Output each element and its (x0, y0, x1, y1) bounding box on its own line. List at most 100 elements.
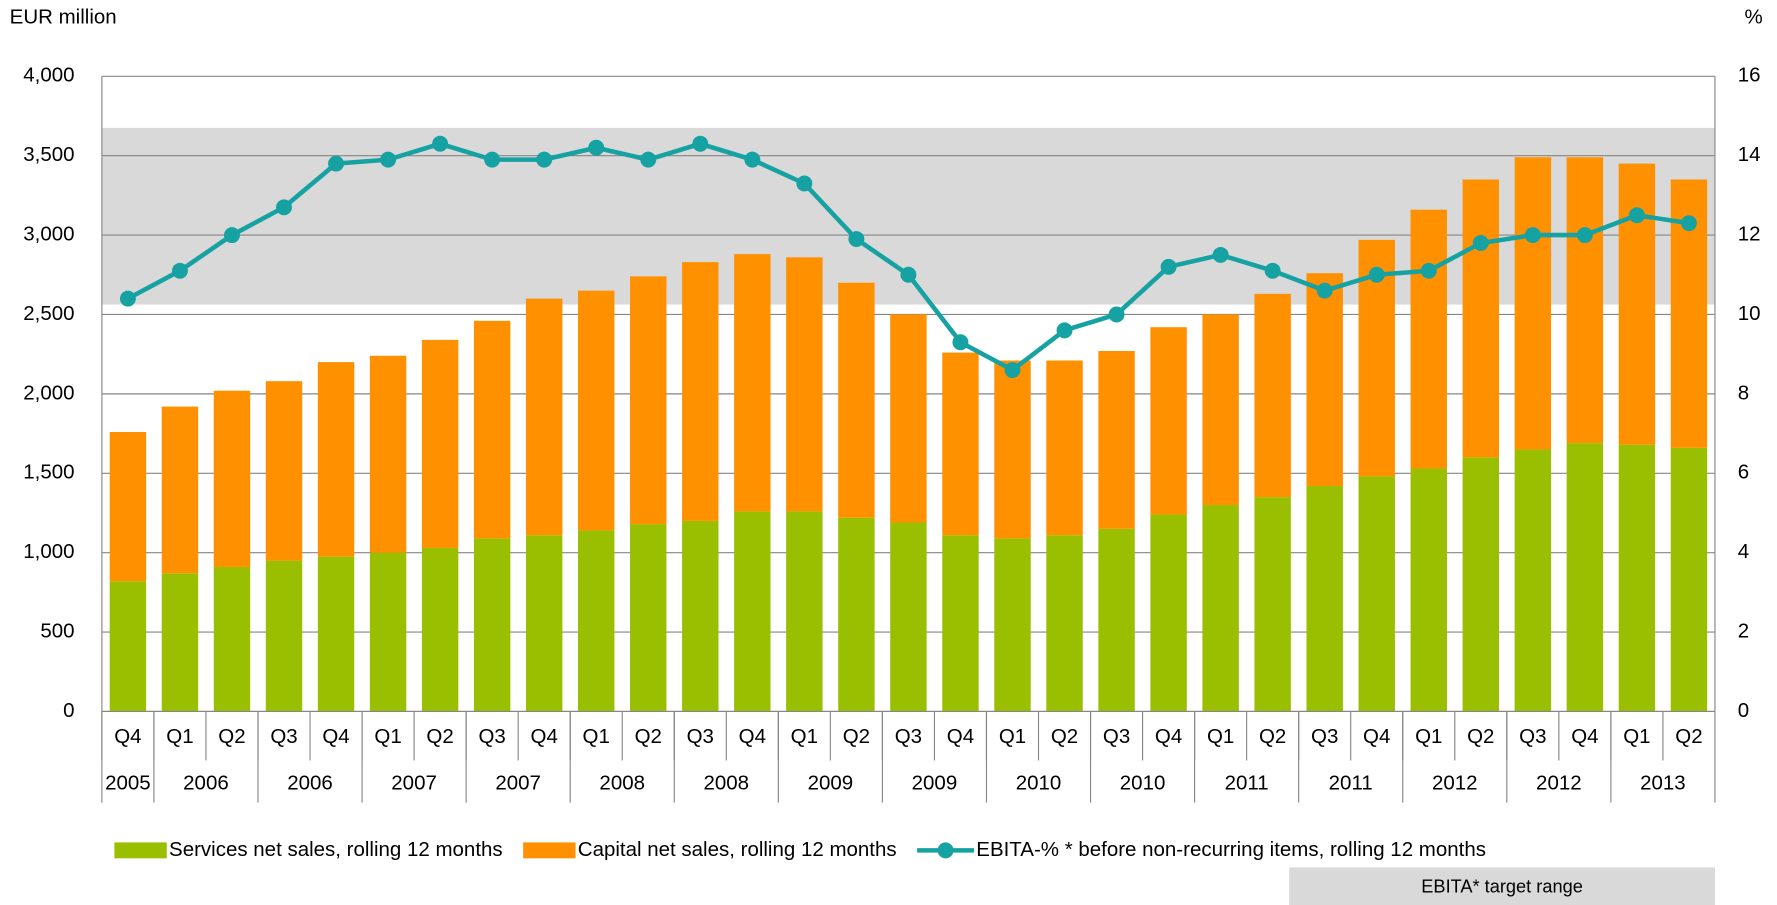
y-tick-label: 2,500 (23, 302, 74, 325)
bar (317, 362, 355, 557)
x-tick-label: Q2 (843, 725, 870, 748)
year-label: 2006 (287, 772, 333, 795)
year-label: 2012 (1432, 772, 1478, 795)
year-label: 2012 (1536, 772, 1582, 795)
bar (1514, 449, 1552, 712)
x-tick-label: Q2 (1051, 725, 1078, 748)
x-tick-label: Q2 (426, 725, 453, 748)
year-label: 2007 (391, 772, 437, 795)
marker (640, 151, 657, 168)
marker (796, 175, 813, 192)
bar (473, 538, 511, 712)
x-tick-label: Q4 (114, 725, 141, 748)
marker (952, 334, 969, 351)
marker (588, 139, 605, 156)
x-tick-label: Q1 (999, 725, 1026, 748)
year-label: 2005 (105, 772, 151, 795)
y-tick-label: 1,000 (23, 540, 74, 563)
bar (1046, 535, 1083, 712)
year-label: 2013 (1640, 772, 1686, 795)
marker (1316, 282, 1333, 299)
y2-tick-label: 4 (1738, 540, 1749, 563)
x-tick-label: Q2 (1467, 725, 1494, 748)
y2-tick-label: 16 (1738, 64, 1761, 87)
year-label: 2011 (1329, 772, 1373, 795)
marker (1004, 362, 1021, 379)
marker (692, 135, 709, 152)
bar (994, 538, 1031, 712)
x-tick-label: Q2 (635, 725, 662, 748)
bar (421, 339, 459, 548)
bar (994, 360, 1031, 539)
bar (1566, 157, 1604, 444)
x-tick-label: Q4 (1155, 725, 1182, 748)
bar (630, 276, 667, 525)
year-label: 2010 (1016, 772, 1062, 795)
y-tick-label: 4,000 (23, 64, 74, 87)
bar (630, 524, 667, 712)
marker (1576, 227, 1593, 244)
marker (1264, 262, 1281, 279)
year-label: 2006 (183, 772, 229, 795)
y2-tick-label: 2 (1738, 619, 1749, 642)
year-label: 2009 (912, 772, 958, 795)
x-tick-label: Q4 (947, 725, 974, 748)
bar (1306, 485, 1343, 712)
bar (161, 406, 199, 574)
y2-tick-label: 6 (1738, 461, 1749, 484)
marker (328, 155, 345, 172)
marker (380, 151, 397, 168)
legend-label: EBITA-% * before non-recurring items, ro… (976, 838, 1486, 861)
y-tick-label: 3,500 (23, 143, 74, 166)
x-tick-label: Q3 (1311, 725, 1338, 748)
x-tick-label: Q3 (270, 725, 297, 748)
y-tick-label: 2,000 (23, 381, 74, 404)
legend-label: EBITA* target range (1421, 877, 1583, 897)
y-axis-label: EUR million (10, 6, 117, 29)
y2-tick-label: 8 (1738, 381, 1749, 404)
x-tick-label: Q3 (1103, 725, 1130, 748)
bar (1046, 360, 1083, 536)
year-label: 2010 (1120, 772, 1166, 795)
x-tick-label: Q3 (687, 725, 714, 748)
bar (786, 257, 823, 512)
bar (1306, 273, 1343, 486)
marker (1524, 227, 1541, 244)
x-tick-label: Q4 (739, 725, 766, 748)
marker (1368, 266, 1385, 283)
bar (317, 556, 355, 712)
bar (1462, 457, 1500, 712)
bar (213, 390, 251, 567)
bar (838, 282, 875, 518)
bar (578, 290, 615, 531)
marker (119, 290, 136, 307)
legend-swatch (114, 842, 167, 859)
bar (1358, 476, 1395, 712)
marker (1108, 306, 1125, 323)
bar (213, 566, 251, 712)
marker (1680, 215, 1697, 232)
marker (744, 151, 761, 168)
x-tick-label: Q1 (166, 725, 193, 748)
marker (224, 227, 240, 244)
marker (1160, 258, 1177, 275)
bar (473, 320, 511, 539)
x-tick-label: Q4 (1363, 725, 1390, 748)
bar (1150, 514, 1187, 712)
marker (432, 135, 449, 152)
x-tick-label: Q4 (1571, 725, 1598, 748)
bar (369, 552, 407, 712)
bar (109, 581, 147, 712)
bar (578, 530, 615, 712)
y2-tick-label: 14 (1738, 143, 1761, 166)
x-tick-label: Q1 (583, 725, 610, 748)
year-label: 2008 (599, 772, 645, 795)
marker (276, 199, 292, 216)
y-tick-label: 0 (63, 699, 74, 722)
bar (682, 520, 719, 712)
bar (786, 511, 823, 712)
y2-tick-label: 0 (1738, 699, 1749, 722)
marker (848, 231, 865, 248)
